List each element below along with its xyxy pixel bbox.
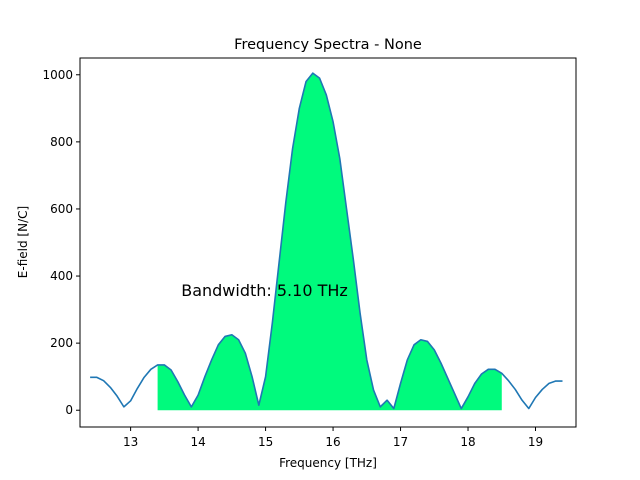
- plot-area: [90, 72, 563, 411]
- x-tick-label: 18: [460, 435, 475, 449]
- y-axis-ticks: 0 200 400 600 800 1000: [42, 68, 80, 417]
- x-tick-label: 15: [258, 435, 273, 449]
- y-tick-label: 400: [50, 269, 73, 283]
- x-axis-ticks: 13 14 15 16 17 18 19: [123, 427, 543, 449]
- y-tick-label: 0: [65, 403, 73, 417]
- bandwidth-annotation: Bandwidth: 5.10 THz: [181, 281, 348, 300]
- y-axis-label: E-field [N/C]: [16, 206, 30, 278]
- x-tick-label: 13: [123, 435, 138, 449]
- y-tick-label: 1000: [42, 68, 73, 82]
- x-tick-label: 19: [528, 435, 543, 449]
- x-axis-label: Frequency [THz]: [279, 456, 377, 470]
- x-tick-label: 17: [393, 435, 408, 449]
- y-tick-label: 600: [50, 202, 73, 216]
- bandwidth-fill: [157, 73, 502, 411]
- spectrum-line: [90, 72, 563, 410]
- y-tick-label: 200: [50, 336, 73, 350]
- y-tick-label: 800: [50, 135, 73, 149]
- x-tick-label: 14: [190, 435, 205, 449]
- chart-title: Frequency Spectra - None: [234, 37, 422, 53]
- x-tick-label: 16: [325, 435, 340, 449]
- plot-frame: [79, 57, 577, 428]
